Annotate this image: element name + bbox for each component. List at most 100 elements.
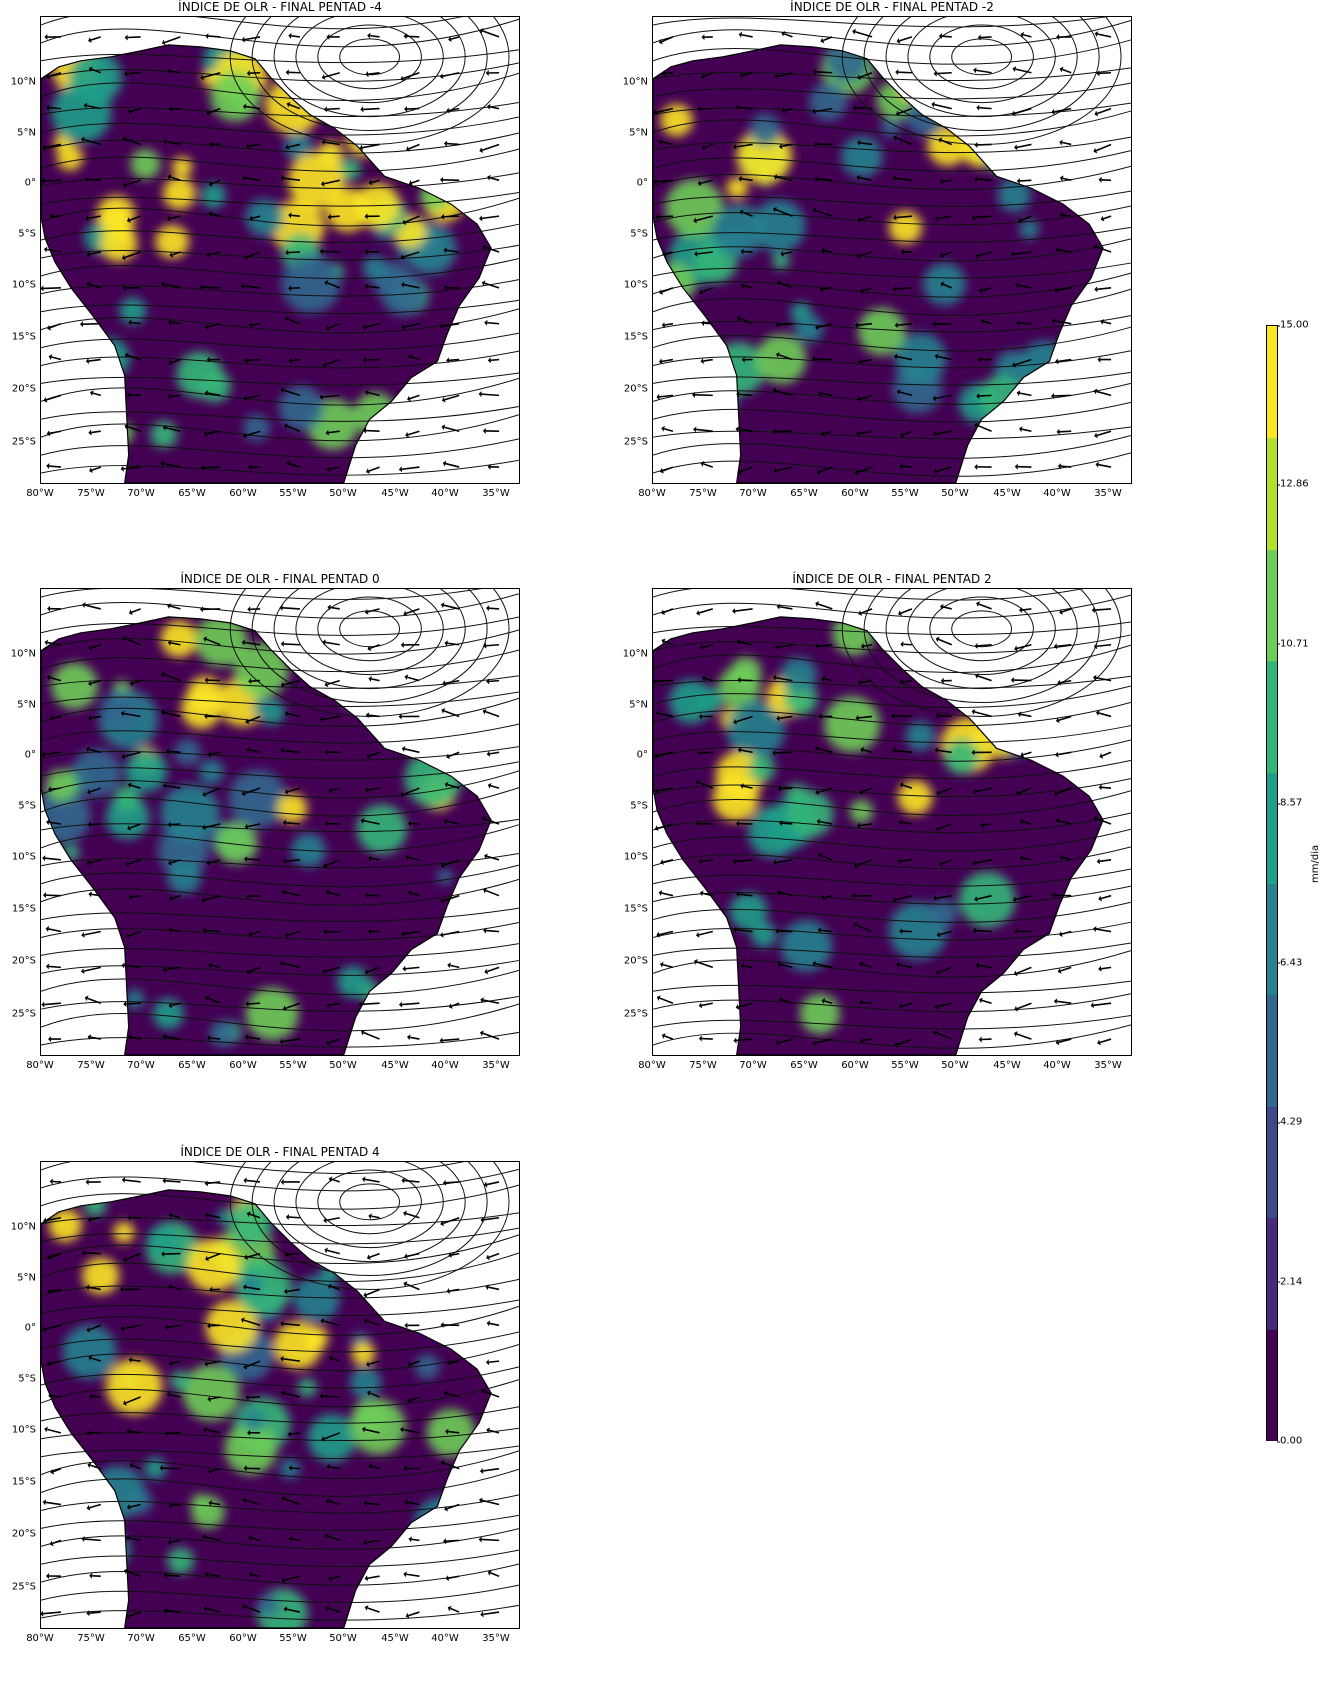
- wind-arrow-head: [88, 429, 92, 436]
- wind-arrow: [283, 1575, 301, 1581]
- wind-arrow: [49, 676, 62, 682]
- panel-title: ÍNDICE DE OLR - FINAL PENTAD 4: [180, 1145, 380, 1159]
- wind-arrow-head: [323, 106, 328, 113]
- wind-arrow: [656, 679, 673, 683]
- wind-arrow: [88, 1286, 101, 1291]
- precip-blob: [96, 195, 136, 234]
- wind-arrow-head: [368, 855, 372, 862]
- wind-arrow: [934, 103, 952, 110]
- wind-arrow: [861, 787, 873, 793]
- streamline: [41, 770, 492, 799]
- wind-arrow: [1016, 143, 1032, 149]
- wind-arrow: [938, 638, 953, 646]
- wind-arrow: [1095, 676, 1112, 682]
- wind-arrow-head: [695, 779, 700, 785]
- wind-arrow: [369, 644, 380, 650]
- wind-arrow-head: [128, 1356, 132, 1363]
- wind-arrow: [171, 1360, 181, 1365]
- wind-arrow: [481, 143, 500, 151]
- precip-blob: [426, 1408, 476, 1458]
- wind-arrow-head: [245, 1000, 249, 1007]
- wind-arrow: [322, 1395, 340, 1398]
- streamline: [295, 589, 444, 676]
- precip-blob: [130, 149, 161, 180]
- wind-arrow-head: [89, 467, 93, 473]
- streamline: [251, 1162, 488, 1276]
- wind-arrow-head: [735, 820, 740, 827]
- wind-arrow-head: [126, 392, 130, 399]
- wind-arrow-head: [893, 214, 897, 221]
- wind-arrow-head: [84, 995, 89, 1002]
- streamline: [41, 1162, 519, 1174]
- precip-blob: [172, 156, 193, 177]
- precip-blob: [160, 784, 220, 843]
- streamline: [653, 262, 1104, 279]
- wind-arrow-head: [323, 928, 327, 935]
- precip-blob: [953, 44, 992, 77]
- wind-arrow-head: [1016, 790, 1020, 796]
- wind-arrow: [862, 1038, 873, 1042]
- lon-tick-label: 60°W: [229, 1633, 257, 1644]
- wind-arrow-head: [47, 1288, 52, 1295]
- precip-blob: [235, 1258, 292, 1316]
- streamline: [339, 38, 400, 76]
- wind-arrow-head: [204, 1571, 209, 1578]
- wind-arrow: [289, 103, 301, 110]
- wind-arrow: [408, 143, 420, 150]
- wind-arrow-head: [46, 463, 50, 470]
- wind-arrow: [449, 1288, 460, 1292]
- wind-arrow: [738, 893, 753, 897]
- wind-arrow: [451, 1252, 460, 1256]
- wind-arrow-head: [42, 892, 47, 899]
- wind-arrow: [283, 679, 301, 686]
- wind-arrow: [448, 1575, 460, 1579]
- wind-arrow: [330, 1285, 340, 1291]
- wind-arrow: [130, 107, 141, 113]
- wind-arrow-head: [48, 1036, 52, 1043]
- precip-blob: [224, 1422, 277, 1475]
- streamline: [653, 226, 1104, 243]
- streamline: [41, 1406, 492, 1424]
- wind-arrow: [778, 322, 793, 326]
- wind-arrow: [942, 251, 953, 257]
- wind-arrow-head: [126, 1504, 131, 1510]
- wind-arrow-head: [241, 36, 246, 43]
- wind-arrow-head: [403, 1210, 407, 1217]
- wind-arrow-head: [283, 1606, 288, 1613]
- streamline: [863, 589, 1100, 703]
- wind-arrow: [210, 213, 221, 217]
- wind-arrow: [1056, 1000, 1072, 1005]
- streamline: [41, 17, 519, 29]
- wind-arrow: [977, 251, 992, 257]
- wind-arrow-head: [1053, 998, 1058, 1005]
- wind-arrow: [167, 1324, 181, 1329]
- wind-arrow: [171, 894, 181, 900]
- wind-arrow: [245, 105, 261, 110]
- wind-arrow-head: [1053, 790, 1058, 797]
- wind-arrow-head: [484, 968, 489, 975]
- wind-arrow-head: [446, 357, 450, 364]
- wind-arrow: [48, 821, 62, 825]
- wind-arrow: [131, 894, 141, 898]
- wind-arrow-head: [896, 38, 901, 44]
- wind-arrow: [163, 462, 181, 468]
- wind-arrow-head: [125, 861, 130, 867]
- lon-tick-label: 40°W: [431, 488, 459, 499]
- wind-arrow: [775, 676, 793, 682]
- wind-arrow: [488, 607, 500, 610]
- wind-arrow-head: [124, 423, 129, 430]
- wind-arrow: [824, 1000, 833, 1004]
- wind-arrow-head: [978, 287, 983, 294]
- precip-blob: [205, 1300, 258, 1353]
- wind-arrow-head: [661, 609, 666, 616]
- wind-arrow: [489, 176, 500, 182]
- wind-arrow-head: [1014, 645, 1018, 652]
- lon-tick-label: 75°W: [77, 488, 105, 499]
- streamline: [41, 44, 492, 48]
- wind-arrow-head: [778, 996, 783, 1003]
- wind-arrow: [1021, 428, 1032, 433]
- wind-arrow-head: [977, 34, 981, 41]
- wind-arrow: [124, 751, 141, 758]
- colorbar-tick-label: 0.00: [1276, 1435, 1303, 1447]
- wind-arrow-head: [326, 33, 330, 40]
